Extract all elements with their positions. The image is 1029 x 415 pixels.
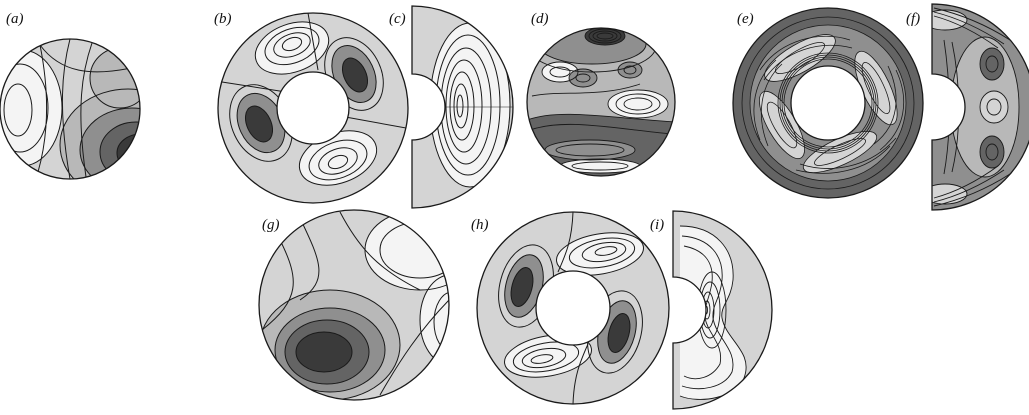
panel-h: (h) — [471, 211, 670, 405]
panel-e-contours — [733, 8, 923, 198]
panel-label-i: (i) — [650, 217, 664, 233]
panel-label-f: (f) — [906, 11, 920, 27]
panel-f: (f) — [906, 3, 1029, 211]
panel-label-h: (h) — [471, 217, 489, 233]
panel-g: (g) — [258, 209, 450, 401]
panel-label-e: (e) — [737, 11, 754, 27]
panel-f-contours — [932, 4, 1029, 210]
panel-b-contours — [218, 13, 408, 203]
panel-c-contours — [412, 6, 513, 208]
panel-i-contours — [673, 211, 772, 409]
panel-a-contours — [0, 39, 140, 179]
panel-label-c: (c) — [389, 11, 406, 27]
panel-g-contours — [259, 210, 449, 400]
panel-label-b: (b) — [214, 11, 232, 27]
panel-d-contours — [527, 28, 675, 176]
panel-label-a: (a) — [6, 11, 24, 27]
panel-d: (d) — [526, 11, 676, 177]
panel-b: (b) — [214, 11, 409, 204]
panel-a: (a) — [0, 11, 141, 180]
panel-label-d: (d) — [531, 11, 549, 27]
panel-e: (e) — [732, 7, 924, 199]
panel-label-g: (g) — [262, 217, 280, 233]
